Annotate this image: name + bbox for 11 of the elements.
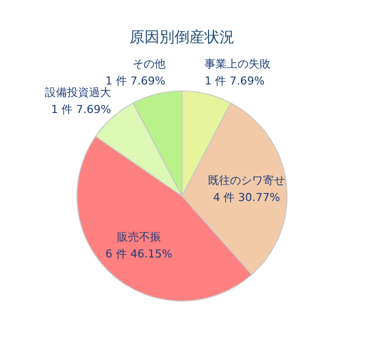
slice-label: 事業上の失敗 (204, 58, 271, 71)
data-label: 4 件 30.77% (213, 191, 280, 204)
slice-label: 販売不振 (116, 230, 161, 244)
data-label: 6 件 46.15% (105, 248, 172, 261)
data-label: 1 件 7.69% (204, 74, 265, 88)
data-label: 1 件 7.69% (51, 103, 112, 116)
slice-label: 設備投資過大 (45, 86, 112, 100)
data-label: 1 件 7.69% (105, 74, 166, 88)
slice-label: その他 (132, 58, 166, 71)
slice-label: 既往のシワ寄せ (208, 174, 286, 188)
chart-title: 原因別倒産状況 (130, 28, 234, 46)
